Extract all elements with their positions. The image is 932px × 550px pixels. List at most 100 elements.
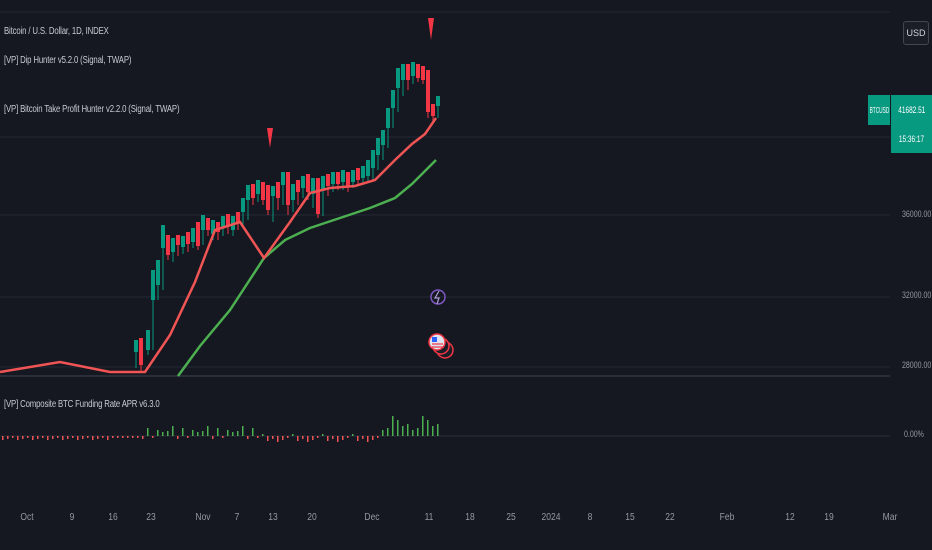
funding-rate-bar bbox=[412, 430, 414, 436]
legend-symbol[interactable]: Bitcoin / U.S. Dollar, 1D, INDEX bbox=[4, 26, 109, 37]
candle-body bbox=[316, 178, 320, 214]
candle-body bbox=[356, 168, 360, 180]
candle-body bbox=[211, 220, 215, 234]
funding-rate-bar bbox=[177, 436, 179, 439]
dip-hunter-line bbox=[0, 117, 438, 374]
funding-rate-bar bbox=[207, 426, 209, 436]
candle-body bbox=[166, 235, 170, 255]
currency-button[interactable]: USD bbox=[903, 21, 929, 45]
legend-indicator-take-profit[interactable]: [VP] Bitcoin Take Profit Hunter v2.2.0 (… bbox=[4, 104, 180, 115]
funding-rate-bar bbox=[192, 430, 194, 436]
funding-rate-bar bbox=[252, 428, 254, 436]
funding-rate-bar bbox=[137, 436, 139, 438]
time-axis-label: 13 bbox=[268, 512, 278, 523]
candle-body bbox=[406, 64, 410, 80]
time-axis-label: 20 bbox=[307, 512, 317, 523]
funding-rate-bar bbox=[32, 436, 34, 440]
time-axis-label: Nov bbox=[195, 512, 211, 523]
time-axis-label: Dec bbox=[364, 512, 380, 523]
last-price-tag: 41682.51 bbox=[891, 95, 932, 125]
funding-rate-bar bbox=[422, 416, 424, 436]
funding-rate-bar bbox=[37, 436, 39, 439]
funding-rate-bar bbox=[272, 436, 274, 439]
funding-rate-bar bbox=[297, 436, 299, 441]
funding-rate-bar bbox=[322, 434, 324, 436]
funding-rate-bar bbox=[112, 436, 114, 438]
legend-indicator-dip-hunter[interactable]: [VP] Dip Hunter v5.2.0 (Signal, TWAP) bbox=[4, 55, 132, 66]
funding-rate-bar bbox=[87, 436, 89, 438]
candle-body bbox=[151, 270, 155, 300]
candle-body bbox=[256, 180, 260, 194]
funding-rate-bar bbox=[72, 436, 74, 438]
time-axis-label: 25 bbox=[506, 512, 516, 523]
us-flag-event-icon[interactable] bbox=[428, 333, 454, 359]
candle-body bbox=[311, 178, 315, 194]
sell-signal-icon bbox=[428, 18, 434, 40]
funding-rate-bar bbox=[267, 436, 269, 441]
funding-rate-bar bbox=[222, 436, 224, 438]
funding-rate-bar bbox=[402, 426, 404, 436]
funding-rate-bar bbox=[167, 431, 169, 436]
funding-rate-bar bbox=[157, 430, 159, 436]
funding-rate-bar bbox=[12, 436, 14, 438]
funding-rate-bar bbox=[132, 436, 134, 438]
candle-body bbox=[286, 172, 290, 205]
price-scale[interactable] bbox=[890, 0, 932, 550]
funding-rate-bar bbox=[282, 436, 284, 440]
funding-rate-bar bbox=[392, 416, 394, 436]
last-price-symbol: BTCUSD bbox=[869, 105, 889, 115]
time-axis-label: Oct bbox=[20, 512, 34, 523]
candle-body bbox=[341, 170, 345, 182]
funding-rate-bar bbox=[437, 424, 439, 436]
sell-signal-icon bbox=[267, 128, 273, 148]
candle-body bbox=[306, 174, 310, 192]
candle-body bbox=[236, 212, 240, 222]
funding-rate-bar bbox=[102, 436, 104, 438]
funding-rate-bar bbox=[62, 436, 64, 440]
candle-body bbox=[261, 182, 265, 200]
time-axis-label: 22 bbox=[665, 512, 675, 523]
funding-rate-bar bbox=[212, 436, 214, 439]
candle-body bbox=[326, 174, 330, 186]
funding-rate-bar bbox=[377, 436, 379, 438]
candle-body bbox=[241, 198, 245, 212]
candle-body bbox=[401, 64, 405, 80]
countdown: 15:36:17 bbox=[898, 134, 925, 144]
price-chart[interactable] bbox=[0, 0, 890, 550]
candle-body bbox=[156, 260, 160, 285]
funding-rate-bar bbox=[242, 426, 244, 436]
candle-body bbox=[371, 150, 375, 168]
price-tick: 32000.00 bbox=[902, 290, 932, 300]
candle-body bbox=[191, 228, 195, 242]
funding-rate-bar bbox=[287, 436, 289, 438]
funding-rate-bar bbox=[352, 434, 354, 436]
candle-body bbox=[386, 108, 390, 128]
funding-rate-bar bbox=[257, 436, 259, 438]
time-axis-label: 8 bbox=[587, 512, 593, 523]
funding-rate-bar bbox=[237, 431, 239, 436]
funding-rate-bar bbox=[387, 428, 389, 436]
countdown-tag-bg: 15:36:17 bbox=[891, 125, 932, 153]
funding-rate-bar bbox=[262, 434, 264, 436]
legend-subpane-funding-rate[interactable]: [VP] Composite BTC Funding Rate APR v6.3… bbox=[4, 399, 160, 410]
funding-rate-bar bbox=[197, 432, 199, 436]
funding-rate-bar bbox=[27, 436, 29, 438]
flash-event-icon[interactable] bbox=[430, 289, 446, 305]
candle-body bbox=[146, 330, 150, 350]
funding-rate-bar bbox=[107, 436, 109, 440]
candle-body bbox=[161, 225, 165, 248]
take-profit-line bbox=[176, 159, 437, 377]
funding-rate-bar bbox=[142, 436, 144, 439]
funding-rate-bar bbox=[187, 436, 189, 438]
candle-body bbox=[346, 172, 350, 186]
funding-rate-bar bbox=[82, 436, 84, 439]
funding-rate-bar bbox=[307, 436, 309, 442]
candle-body bbox=[251, 184, 255, 198]
funding-rate-bar bbox=[22, 436, 24, 439]
candle-body bbox=[196, 222, 200, 246]
candle-body bbox=[436, 96, 440, 106]
last-price-symbol-tag: BTCUSD bbox=[868, 95, 890, 125]
candle-body bbox=[351, 170, 355, 182]
candle-body bbox=[361, 166, 365, 178]
funding-rate-bar bbox=[362, 436, 364, 439]
